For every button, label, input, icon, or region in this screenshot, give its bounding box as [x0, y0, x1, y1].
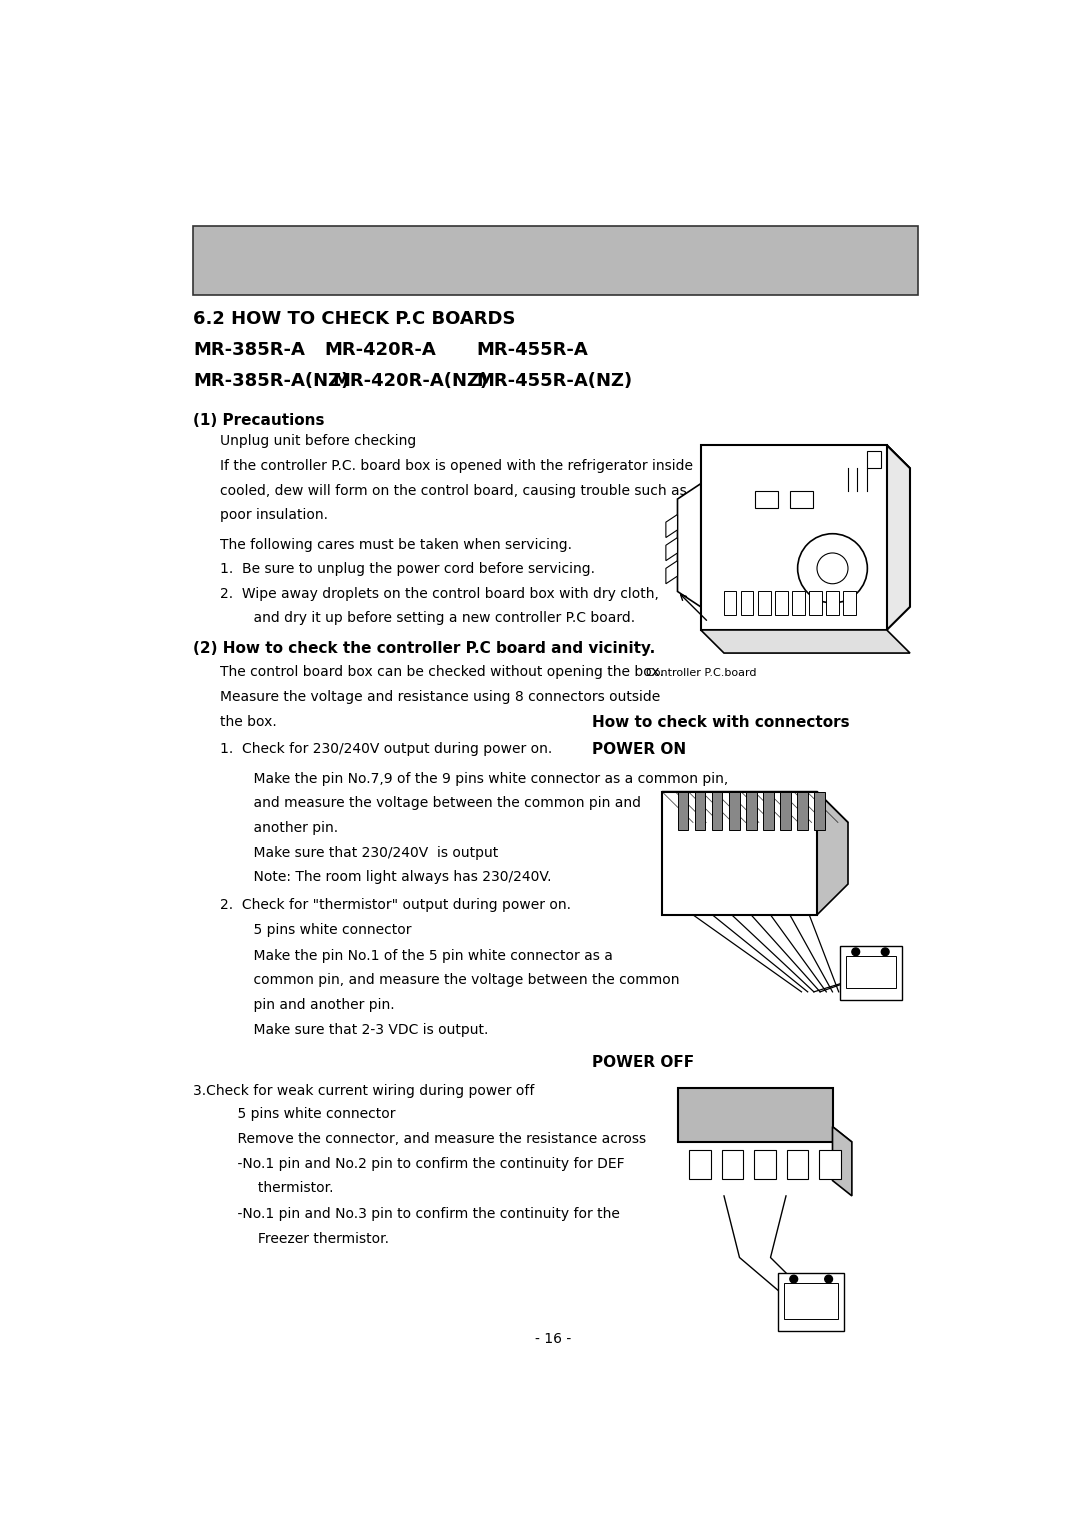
Text: the box.: the box. — [220, 715, 276, 729]
Text: POWER OFF: POWER OFF — [592, 1054, 694, 1070]
Text: 2.  Check for "thermistor" output during power on.: 2. Check for "thermistor" output during … — [220, 898, 571, 912]
Polygon shape — [666, 515, 677, 538]
Circle shape — [825, 1276, 833, 1284]
Bar — [847, 955, 896, 989]
Polygon shape — [662, 792, 848, 822]
Bar — [820, 1149, 841, 1180]
Text: poor insulation.: poor insulation. — [220, 509, 328, 523]
Text: Controller P.C.board: Controller P.C.board — [647, 668, 757, 678]
Text: The control board box can be checked without opening the box.: The control board box can be checked wit… — [220, 665, 664, 680]
Bar — [780, 792, 791, 830]
Text: cooled, dew will form on the control board, causing trouble such as: cooled, dew will form on the control boa… — [220, 484, 687, 498]
Bar — [779, 1273, 845, 1331]
Text: 1.  Check for 230/240V output during power on.: 1. Check for 230/240V output during powe… — [220, 743, 553, 756]
Text: - 16 -: - 16 - — [536, 1332, 571, 1346]
Bar — [775, 591, 787, 614]
Bar — [809, 591, 822, 614]
Text: (1) Precautions: (1) Precautions — [193, 413, 325, 428]
Bar — [762, 792, 773, 830]
Text: common pin, and measure the voltage between the common: common pin, and measure the voltage betw… — [235, 973, 679, 987]
Circle shape — [881, 947, 889, 955]
Polygon shape — [666, 561, 677, 584]
Bar — [826, 591, 839, 614]
Text: -No.1 pin and No.3 pin to confirm the continuity for the: -No.1 pin and No.3 pin to confirm the co… — [220, 1207, 620, 1221]
Text: How to check with connectors: How to check with connectors — [592, 715, 850, 730]
Polygon shape — [677, 1126, 852, 1141]
Bar — [814, 792, 825, 830]
Bar — [712, 792, 723, 830]
Circle shape — [789, 1276, 798, 1284]
Bar — [867, 451, 881, 468]
Text: and measure the voltage between the common pin and: and measure the voltage between the comm… — [235, 796, 640, 810]
Text: Make the pin No.1 of the 5 pin white connector as a: Make the pin No.1 of the 5 pin white con… — [235, 949, 612, 963]
Text: 6.2 HOW TO CHECK P.C BOARDS: 6.2 HOW TO CHECK P.C BOARDS — [193, 310, 515, 329]
Text: another pin.: another pin. — [235, 821, 338, 834]
Bar — [755, 492, 779, 509]
Text: MR-385R-A(NZ): MR-385R-A(NZ) — [193, 371, 349, 390]
Bar — [689, 1149, 711, 1180]
Text: MR-420R-A(NZ): MR-420R-A(NZ) — [333, 371, 489, 390]
Text: 2.  Wipe away droplets on the control board box with dry cloth,: 2. Wipe away droplets on the control boa… — [220, 587, 659, 601]
Bar — [789, 492, 813, 509]
Text: MR-385R-A: MR-385R-A — [193, 341, 305, 359]
Text: Make the pin No.7,9 of the 9 pins white connector as a common pin,: Make the pin No.7,9 of the 9 pins white … — [235, 772, 728, 785]
Bar — [729, 792, 740, 830]
Bar — [786, 1149, 809, 1180]
Polygon shape — [701, 445, 887, 630]
Bar — [721, 1149, 743, 1180]
Text: 3.Check for weak current wiring during power off: 3.Check for weak current wiring during p… — [193, 1085, 535, 1099]
Polygon shape — [701, 630, 910, 652]
Bar — [784, 1284, 838, 1319]
Bar — [843, 591, 855, 614]
Text: Remove the connector, and measure the resistance across: Remove the connector, and measure the re… — [220, 1132, 646, 1146]
Bar — [840, 946, 902, 999]
Text: Make sure that 230/240V  is output: Make sure that 230/240V is output — [235, 845, 498, 860]
Bar — [797, 792, 808, 830]
Polygon shape — [662, 792, 816, 915]
Bar — [758, 591, 770, 614]
Text: pin and another pin.: pin and another pin. — [235, 998, 394, 1012]
Text: 5 pins white connector: 5 pins white connector — [220, 1108, 395, 1122]
Text: and dry it up before setting a new controller P.C board.: and dry it up before setting a new contr… — [235, 611, 635, 625]
Text: If the controller P.C. board box is opened with the refrigerator inside: If the controller P.C. board box is open… — [220, 458, 693, 474]
Polygon shape — [887, 445, 910, 630]
Text: (2) How to check the controller P.C board and vicinity.: (2) How to check the controller P.C boar… — [193, 640, 656, 656]
Bar — [193, 226, 918, 295]
Polygon shape — [816, 792, 848, 915]
Bar — [741, 591, 754, 614]
Polygon shape — [666, 538, 677, 561]
Text: -No.1 pin and No.2 pin to confirm the continuity for DEF: -No.1 pin and No.2 pin to confirm the co… — [220, 1157, 625, 1170]
Text: 1.  Be sure to unplug the power cord before servicing.: 1. Be sure to unplug the power cord befo… — [220, 562, 595, 576]
Bar — [745, 792, 757, 830]
Circle shape — [852, 947, 860, 955]
Text: The following cares must be taken when servicing.: The following cares must be taken when s… — [220, 538, 572, 552]
Polygon shape — [833, 1126, 852, 1196]
Text: Measure the voltage and resistance using 8 connectors outside: Measure the voltage and resistance using… — [220, 691, 661, 704]
Polygon shape — [677, 484, 701, 607]
Text: Unplug unit before checking: Unplug unit before checking — [220, 434, 417, 448]
Text: MR-420R-A: MR-420R-A — [325, 341, 436, 359]
Polygon shape — [701, 445, 910, 468]
Text: Make sure that 2-3 VDC is output.: Make sure that 2-3 VDC is output. — [235, 1022, 488, 1036]
Bar — [793, 591, 805, 614]
Text: Freezer thermistor.: Freezer thermistor. — [235, 1232, 389, 1247]
Bar — [677, 792, 688, 830]
Bar — [694, 792, 705, 830]
Bar — [724, 591, 737, 614]
Text: MR-455R-A(NZ): MR-455R-A(NZ) — [476, 371, 632, 390]
Text: 5 pins white connector: 5 pins white connector — [235, 923, 411, 937]
Bar — [677, 1088, 833, 1141]
Text: POWER ON: POWER ON — [592, 743, 687, 758]
Text: thermistor.: thermistor. — [235, 1181, 334, 1195]
Text: MR-455R-A: MR-455R-A — [476, 341, 588, 359]
Text: Note: The room light always has 230/240V.: Note: The room light always has 230/240V… — [235, 871, 551, 885]
Bar — [754, 1149, 775, 1180]
